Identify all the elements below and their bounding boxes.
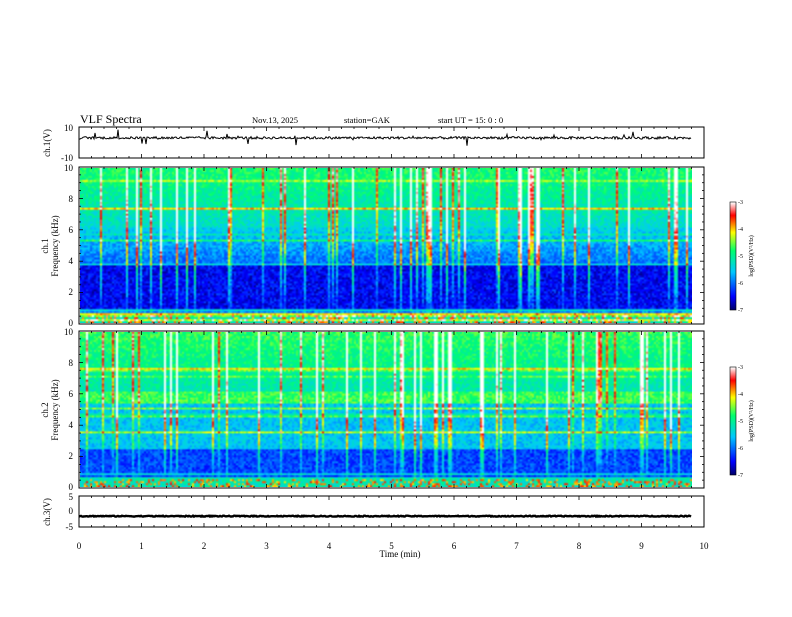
ch1-ytick-4: 4 bbox=[69, 256, 74, 266]
ch3-waveform-ylabel: ch.3(V) bbox=[42, 498, 52, 526]
ch1-ytick-bottom: -10 bbox=[61, 153, 73, 163]
ch2-colorbar-label: log(PSD)(V²/Hz) bbox=[748, 400, 755, 441]
ch2-ytick-8: 8 bbox=[69, 358, 74, 368]
ch3-ytick-m5: -5 bbox=[66, 522, 74, 532]
ch1-ytick-6: 6 bbox=[69, 225, 74, 235]
ch1-ytick-2: 2 bbox=[69, 287, 74, 297]
figure-title: VLF Spectra bbox=[80, 112, 142, 126]
x-tick-label: 7 bbox=[514, 541, 519, 551]
ch1-waveform-line bbox=[78, 129, 692, 146]
ch1-ytick-0: 0 bbox=[69, 318, 74, 328]
ch2-colorbar-gradient bbox=[730, 367, 736, 475]
ch1-colorbar-label: log(PSD)(V²/Hz) bbox=[748, 235, 755, 276]
ch1-cb-tick-m7: -7 bbox=[738, 308, 743, 314]
ch2-ytick-10: 10 bbox=[64, 327, 74, 337]
ch2-frequency-ylabel: Frequency (kHz) bbox=[50, 379, 60, 440]
ch1-waveform-frame bbox=[78, 126, 705, 159]
ch2-cb-tick-m6: -6 bbox=[738, 446, 743, 452]
x-tick-label: 9 bbox=[639, 541, 644, 551]
x-tick-label: 0 bbox=[77, 541, 82, 551]
ch1-frequency-ylabel: Frequency (kHz) bbox=[50, 215, 60, 276]
x-tick-label: 2 bbox=[202, 541, 207, 551]
ch2-ytick-2: 2 bbox=[69, 451, 74, 461]
ch1-cb-tick-m6: -6 bbox=[738, 281, 743, 287]
station-label: station=GAK bbox=[344, 115, 391, 125]
ch2-ytick-4: 4 bbox=[69, 420, 74, 430]
x-axis-label: Time (min) bbox=[380, 549, 421, 559]
ch1-cb-tick-m3: -3 bbox=[738, 200, 743, 206]
ch1-cb-tick-m4: -4 bbox=[738, 227, 743, 233]
x-tick-label: 4 bbox=[327, 541, 332, 551]
ch1-channel-label: ch.1 bbox=[40, 238, 50, 253]
ch2-colorbar-frame bbox=[729, 366, 737, 476]
ch1-ytick-8: 8 bbox=[69, 194, 74, 204]
ch1-colorbar-gradient bbox=[730, 202, 736, 310]
ch2-cb-tick-m3: -3 bbox=[738, 365, 743, 371]
x-tick-label: 6 bbox=[452, 541, 457, 551]
x-tick-label: 3 bbox=[264, 541, 269, 551]
axis-ticks bbox=[78, 127, 705, 527]
ch1-waveform-ylabel: ch.1(V) bbox=[42, 129, 52, 157]
ch1-waveform-panel: 10 -10 ch.1(V) bbox=[42, 123, 705, 163]
ch2-ytick-0: 0 bbox=[69, 482, 74, 492]
x-tick-label: 1 bbox=[139, 541, 144, 551]
ch1-spectrogram-panel: 10 8 6 4 2 0 ch.1 Frequency (kHz) bbox=[40, 163, 705, 328]
ch2-cb-tick-m7: -7 bbox=[738, 473, 743, 479]
ch1-colorbar: -3 -4 -5 -6 -7 log(PSD)(V²/Hz) bbox=[729, 200, 755, 314]
x-axis-ticklabels: 0 1 2 3 4 5 6 7 8 9 10 bbox=[77, 541, 709, 551]
ch3-ytick-5: 5 bbox=[69, 492, 74, 502]
date-label: Nov.13, 2025 bbox=[252, 115, 298, 125]
x-tick-label: 10 bbox=[700, 541, 710, 551]
start-time-label: start UT = 15: 0 : 0 bbox=[438, 115, 503, 125]
ch1-cb-tick-m5: -5 bbox=[738, 254, 743, 260]
ch2-spectrogram-image bbox=[80, 332, 692, 487]
ch1-ytick-top: 10 bbox=[64, 123, 74, 133]
ch2-cb-tick-m5: -5 bbox=[738, 419, 743, 425]
ch1-colorbar-frame bbox=[729, 201, 737, 311]
ch3-waveform-line bbox=[78, 514, 692, 519]
ch2-cb-tick-m4: -4 bbox=[738, 392, 743, 398]
ch2-colorbar: -3 -4 -5 -6 -7 log(PSD)(V²/Hz) bbox=[729, 365, 755, 479]
x-tick-label: 5 bbox=[389, 541, 394, 551]
ch2-ytick-6: 6 bbox=[69, 389, 74, 399]
ch3-ytick-0: 0 bbox=[69, 506, 74, 516]
ch3-waveform-frame bbox=[78, 495, 705, 528]
ch2-channel-label: ch.2 bbox=[40, 402, 50, 417]
ch2-spectrogram-panel: 10 8 6 4 2 0 ch.2 Frequency (kHz) bbox=[40, 327, 705, 492]
ch1-ytick-10: 10 bbox=[64, 163, 74, 173]
ch1-spectrogram-image bbox=[80, 168, 692, 323]
x-tick-label: 8 bbox=[577, 541, 582, 551]
